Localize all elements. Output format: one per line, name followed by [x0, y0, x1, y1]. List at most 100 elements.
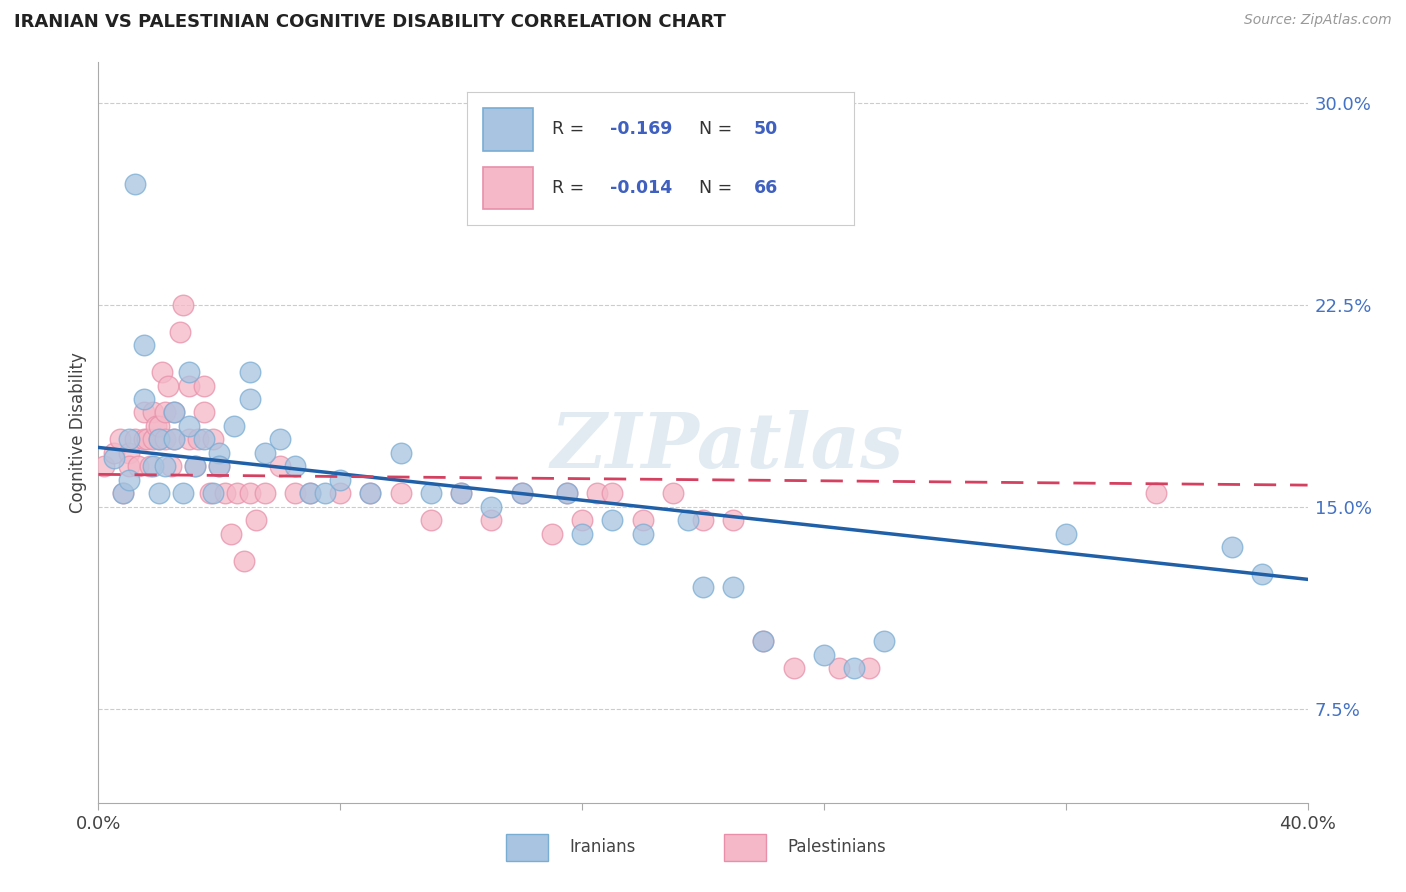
Point [148, 433, 170, 447]
Point [142, 433, 165, 447]
Point [118, 433, 141, 447]
Point [450, 486, 472, 500]
Point [202, 433, 225, 447]
Text: Source: ZipAtlas.com: Source: ZipAtlas.com [1244, 13, 1392, 28]
Point [208, 459, 231, 474]
Point [676, 513, 699, 527]
Point [299, 486, 322, 500]
Point [200, 486, 222, 500]
Point [555, 486, 578, 500]
Point [269, 433, 291, 447]
Point [132, 405, 155, 419]
Point [723, 513, 745, 527]
Point [481, 500, 503, 514]
Point [163, 405, 186, 419]
Point [153, 433, 176, 447]
Point [389, 486, 412, 500]
Point [118, 473, 141, 487]
Point [163, 433, 186, 447]
Point [299, 486, 322, 500]
Point [1220, 540, 1243, 554]
Y-axis label: Cognitive Disability: Cognitive Disability [69, 352, 87, 513]
Point [510, 486, 533, 500]
Point [239, 392, 262, 406]
Text: Palestinians: Palestinians [787, 838, 886, 856]
Point [193, 405, 215, 419]
Point [239, 486, 262, 500]
Point [858, 661, 880, 675]
Point [586, 486, 609, 500]
Point [145, 418, 167, 433]
Point [450, 486, 472, 500]
Point [148, 486, 170, 500]
Point [631, 526, 654, 541]
Point [232, 553, 254, 567]
Point [163, 405, 186, 419]
Point [602, 486, 624, 500]
Point [93, 459, 115, 474]
Point [221, 526, 243, 541]
Point [124, 433, 146, 447]
Point [253, 486, 276, 500]
Point [172, 298, 194, 312]
Point [202, 486, 225, 500]
Point [208, 446, 231, 460]
Point [179, 378, 201, 392]
Point [127, 459, 149, 474]
Text: Iranians: Iranians [569, 838, 636, 856]
Point [571, 513, 593, 527]
Point [132, 433, 155, 447]
Point [555, 486, 578, 500]
Point [135, 433, 157, 447]
Point [150, 365, 173, 379]
Point [284, 459, 307, 474]
Point [571, 526, 593, 541]
Point [169, 325, 191, 339]
Text: IRANIAN VS PALESTINIAN COGNITIVE DISABILITY CORRELATION CHART: IRANIAN VS PALESTINIAN COGNITIVE DISABIL… [14, 13, 725, 31]
FancyBboxPatch shape [724, 834, 766, 861]
Point [1144, 486, 1167, 500]
Point [142, 459, 165, 474]
Point [692, 581, 714, 595]
Point [187, 433, 209, 447]
Point [172, 486, 194, 500]
Point [132, 338, 155, 352]
Point [269, 459, 291, 474]
FancyBboxPatch shape [506, 834, 548, 861]
Point [111, 486, 134, 500]
Point [481, 513, 503, 527]
Point [873, 634, 896, 648]
Point [153, 459, 176, 474]
Point [844, 661, 866, 675]
Point [184, 459, 207, 474]
Point [214, 486, 236, 500]
Point [132, 392, 155, 406]
Point [783, 661, 806, 675]
Point [193, 433, 215, 447]
Point [752, 634, 775, 648]
Point [124, 177, 146, 191]
Point [184, 459, 207, 474]
Point [510, 486, 533, 500]
Point [193, 378, 215, 392]
Point [314, 486, 336, 500]
Point [111, 486, 134, 500]
Point [360, 486, 382, 500]
Point [813, 648, 835, 662]
Point [224, 418, 246, 433]
Point [420, 486, 443, 500]
Point [153, 405, 176, 419]
Point [284, 486, 307, 500]
Point [239, 365, 262, 379]
Point [148, 418, 170, 433]
Point [148, 433, 170, 447]
Point [752, 634, 775, 648]
Point [208, 459, 231, 474]
Point [1054, 526, 1077, 541]
Point [389, 446, 412, 460]
Point [602, 513, 624, 527]
Point [661, 486, 683, 500]
Point [142, 405, 165, 419]
Point [828, 661, 851, 675]
Point [179, 433, 201, 447]
